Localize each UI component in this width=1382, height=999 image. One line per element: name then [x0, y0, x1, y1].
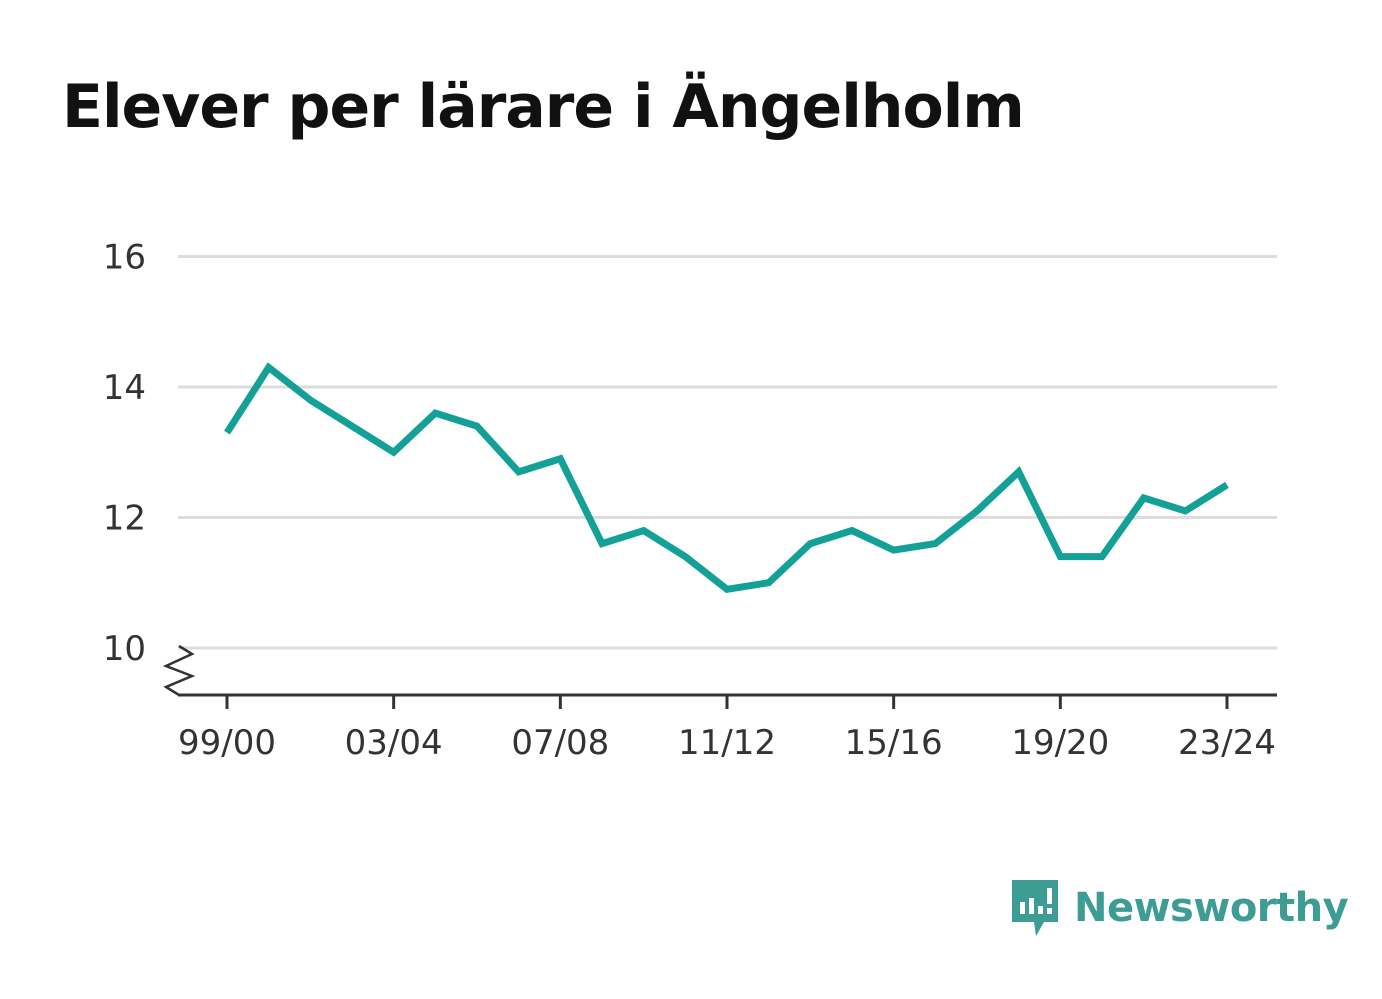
- chart-title: Elever per lärare i Ängelholm: [62, 72, 1025, 142]
- x-tick-label: 99/00: [178, 723, 276, 763]
- series-layer: [224, 362, 1229, 593]
- x-tick-label: 15/16: [845, 723, 943, 763]
- y-axis-ticks: 10 12 14 16: [103, 238, 146, 670]
- x-axis: 99/00 03/04 07/08 11/12 15/16 19/20 23/24: [162, 644, 1277, 763]
- x-tick-label: 19/20: [1011, 723, 1109, 763]
- brand-name: Newsworthy: [1074, 885, 1349, 931]
- newsworthy-logo-icon: [1012, 880, 1058, 936]
- x-tick-label: 23/24: [1178, 723, 1276, 763]
- y-tick-label: 14: [103, 368, 146, 408]
- axis-break-icon: [162, 644, 196, 697]
- x-tick-label: 11/12: [678, 723, 776, 763]
- y-tick-label: 12: [103, 499, 146, 539]
- gridlines: [178, 255, 1277, 650]
- y-tick-label: 10: [103, 629, 146, 669]
- x-tick-label: 07/08: [511, 723, 609, 763]
- y-tick-label: 16: [103, 238, 146, 278]
- x-tick-label: 03/04: [345, 723, 443, 763]
- newsworthy-logo[interactable]: Newsworthy: [1010, 878, 1349, 938]
- series-line: [224, 362, 1229, 593]
